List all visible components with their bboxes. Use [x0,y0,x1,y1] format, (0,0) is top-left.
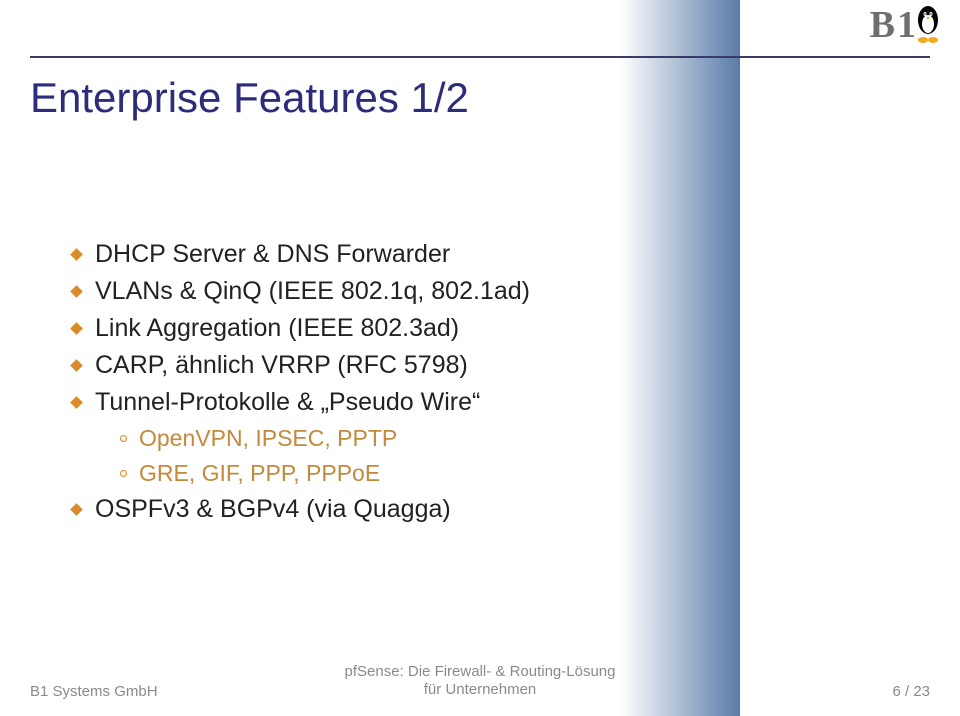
bullet-diamond-icon [70,285,83,298]
footer: B1 Systems GmbH pfSense: Die Firewall- &… [0,683,960,700]
footer-center-line2: für Unternehmen [424,681,537,698]
side-gradient [620,0,740,716]
bullet-text: Tunnel-Protokolle & „Pseudo Wire“ [95,388,480,417]
bullet-diamond-icon [70,503,83,516]
footer-left: B1 Systems GmbH [30,683,158,700]
penguin-icon [914,4,942,44]
footer-center: pfSense: Die Firewall- & Routing-Lösung … [345,663,616,701]
bullet-text: DHCP Server & DNS Forwarder [95,240,450,269]
slide-title: Enterprise Features 1/2 [30,74,469,122]
sub-bullet-item: OpenVPN, IPSEC, PPTP [120,425,530,452]
bullet-item: DHCP Server & DNS Forwarder [72,240,530,269]
bullet-item: OSPFv3 & BGPv4 (via Quagga) [72,495,530,524]
sub-bullet-text: OpenVPN, IPSEC, PPTP [139,425,397,452]
logo-letter-b: B [870,6,895,44]
sub-bullet-item: GRE, GIF, PPP, PPPoE [120,460,530,487]
footer-right: 6 / 23 [892,683,930,700]
sub-bullet-text: GRE, GIF, PPP, PPPoE [139,460,380,487]
bullet-diamond-icon [70,359,83,372]
bullet-diamond-icon [70,322,83,335]
bullet-circle-icon [120,435,127,442]
bullet-item: VLANs & QinQ (IEEE 802.1q, 802.1ad) [72,277,530,306]
bullet-item: CARP, ähnlich VRRP (RFC 5798) [72,351,530,380]
logo: B 1 [870,4,942,44]
bullet-text: VLANs & QinQ (IEEE 802.1q, 802.1ad) [95,277,530,306]
bullet-item: Tunnel-Protokolle & „Pseudo Wire“ [72,388,530,417]
footer-center-line1: pfSense: Die Firewall- & Routing-Lösung [345,663,616,680]
bullet-circle-icon [120,470,127,477]
bullet-text: Link Aggregation (IEEE 802.3ad) [95,314,459,343]
horizontal-rule [30,56,930,58]
bullet-text: CARP, ähnlich VRRP (RFC 5798) [95,351,468,380]
slide-content: DHCP Server & DNS Forwarder VLANs & QinQ… [72,240,530,532]
bullet-text: OSPFv3 & BGPv4 (via Quagga) [95,495,451,524]
bullet-item: Link Aggregation (IEEE 802.3ad) [72,314,530,343]
bullet-diamond-icon [70,248,83,261]
bullet-diamond-icon [70,396,83,409]
